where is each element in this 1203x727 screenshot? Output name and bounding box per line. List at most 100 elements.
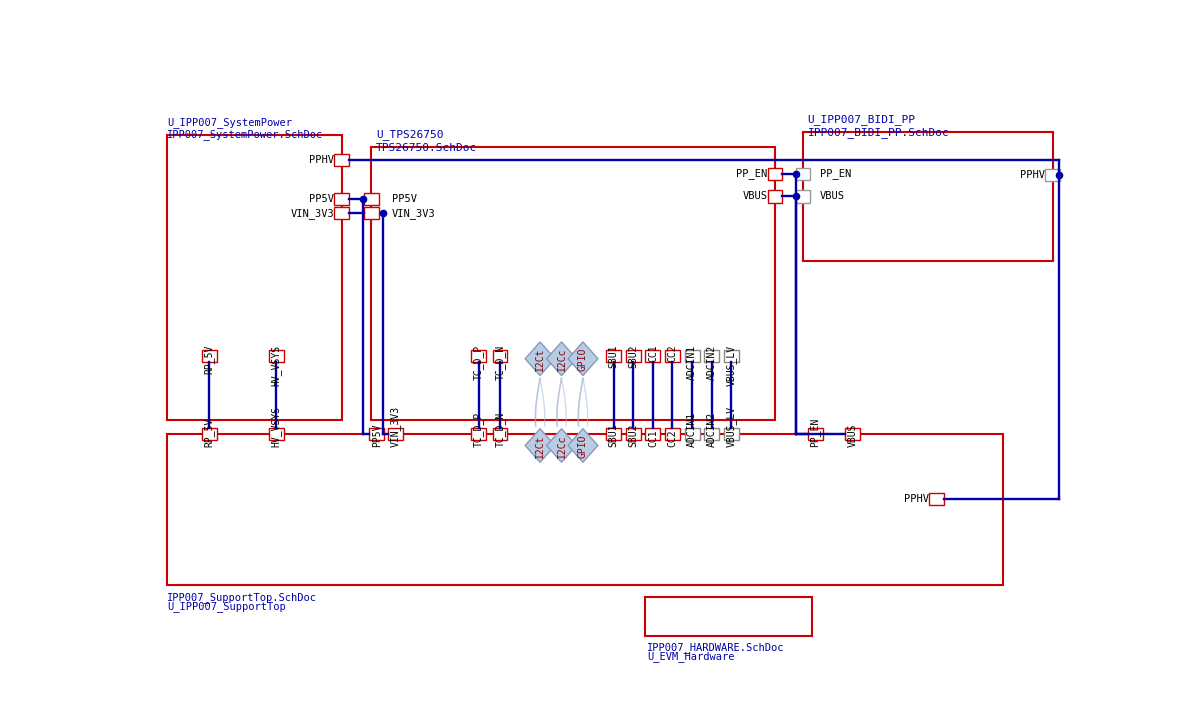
Text: VBUS: VBUS — [819, 191, 845, 201]
Bar — [606, 428, 621, 441]
Text: GPIO: GPIO — [577, 348, 588, 371]
Bar — [389, 428, 403, 441]
Text: ADCIN1: ADCIN1 — [687, 345, 697, 380]
Text: U_IPP007_SystemPower: U_IPP007_SystemPower — [167, 117, 292, 128]
Bar — [472, 350, 486, 362]
Text: TC_D_P: TC_D_P — [473, 411, 484, 446]
Bar — [1045, 169, 1060, 181]
Bar — [768, 190, 782, 203]
Text: CC1: CC1 — [648, 345, 658, 362]
Text: I2Cc: I2Cc — [557, 434, 567, 458]
Bar — [646, 350, 660, 362]
Bar — [363, 207, 379, 220]
Text: CC2: CC2 — [668, 429, 677, 446]
Text: TC_D_N: TC_D_N — [494, 345, 505, 380]
Text: PP_EN: PP_EN — [810, 417, 820, 446]
Text: TC_D_N: TC_D_N — [494, 411, 505, 446]
Bar — [167, 434, 1003, 585]
Text: IPP007_BIDI_PP.SchDoc: IPP007_BIDI_PP.SchDoc — [807, 126, 949, 137]
Bar — [372, 147, 775, 420]
Bar — [363, 193, 379, 205]
Text: CC1: CC1 — [648, 429, 658, 446]
Text: SBU1: SBU1 — [609, 423, 618, 446]
Text: IPP007_SystemPower.SchDoc: IPP007_SystemPower.SchDoc — [167, 129, 324, 140]
Text: IPP007_HARDWARE.SchDoc: IPP007_HARDWARE.SchDoc — [647, 643, 784, 654]
Bar — [472, 428, 486, 441]
Bar — [724, 350, 739, 362]
Text: PP_EN: PP_EN — [736, 169, 768, 180]
Text: VIN_3V3: VIN_3V3 — [390, 406, 401, 446]
Text: VIN_3V3: VIN_3V3 — [392, 208, 435, 219]
Bar — [606, 350, 621, 362]
Text: SBU2: SBU2 — [628, 423, 639, 446]
Text: SBU2: SBU2 — [628, 345, 639, 369]
Bar — [807, 428, 823, 441]
Bar — [268, 428, 284, 441]
Text: VBUS_LV: VBUS_LV — [725, 345, 736, 386]
Text: U_IPP007_SupportTop: U_IPP007_SupportTop — [167, 601, 286, 612]
Bar — [929, 492, 944, 505]
Bar — [795, 168, 811, 180]
Polygon shape — [546, 342, 576, 376]
Text: U_TPS26750: U_TPS26750 — [377, 129, 444, 140]
Bar — [645, 597, 812, 636]
Bar — [646, 428, 660, 441]
Text: PP5V: PP5V — [309, 194, 334, 204]
Text: CC2: CC2 — [668, 345, 677, 362]
Text: RP_5V: RP_5V — [203, 417, 214, 446]
Bar — [492, 350, 508, 362]
Bar — [704, 350, 719, 362]
Text: PPHV: PPHV — [1020, 170, 1045, 180]
Bar — [804, 132, 1053, 261]
Bar — [167, 134, 342, 420]
Text: PP_EN: PP_EN — [819, 169, 851, 180]
Bar — [768, 168, 782, 180]
Text: PP5V: PP5V — [372, 423, 381, 446]
Text: I2Ct: I2Ct — [535, 348, 545, 371]
Text: SBU1: SBU1 — [609, 345, 618, 369]
Text: VBUS: VBUS — [847, 423, 858, 446]
Polygon shape — [568, 429, 598, 462]
Text: HV_VSYS: HV_VSYS — [271, 406, 282, 446]
Text: RP_5V: RP_5V — [203, 345, 214, 374]
Bar — [795, 190, 811, 203]
Text: PPHV: PPHV — [903, 494, 929, 504]
Text: I2Cc: I2Cc — [557, 348, 567, 371]
Bar — [626, 428, 641, 441]
Bar — [202, 428, 217, 441]
Bar — [334, 207, 349, 220]
Bar — [685, 350, 699, 362]
Text: GPIO: GPIO — [577, 434, 588, 458]
Text: ADCIN2: ADCIN2 — [706, 411, 717, 446]
Polygon shape — [526, 342, 555, 376]
Text: TPS26750.SchDoc: TPS26750.SchDoc — [377, 142, 478, 153]
Text: ADCIN2: ADCIN2 — [706, 345, 717, 380]
Polygon shape — [568, 342, 598, 376]
Bar — [685, 428, 699, 441]
Text: PPHV: PPHV — [309, 155, 334, 165]
Bar — [665, 428, 680, 441]
Text: VIN_3V3: VIN_3V3 — [290, 208, 334, 219]
Bar — [334, 154, 349, 166]
Bar — [369, 428, 385, 441]
Bar — [724, 428, 739, 441]
Text: HV_VSYS: HV_VSYS — [271, 345, 282, 386]
Bar — [704, 428, 719, 441]
Bar — [626, 350, 641, 362]
Text: U_IPP007_BIDI_PP: U_IPP007_BIDI_PP — [807, 114, 915, 125]
Bar — [845, 428, 860, 441]
Bar — [492, 428, 508, 441]
Text: PP5V: PP5V — [392, 194, 417, 204]
Polygon shape — [546, 429, 576, 462]
Polygon shape — [526, 429, 555, 462]
Text: U_EVM_Hardware: U_EVM_Hardware — [647, 651, 735, 662]
Text: I2Ct: I2Ct — [535, 434, 545, 458]
Text: VBUS: VBUS — [742, 191, 768, 201]
Bar — [334, 193, 349, 205]
Text: IPP007_SupportTop.SchDoc: IPP007_SupportTop.SchDoc — [167, 593, 318, 603]
Text: VBUS_LV: VBUS_LV — [725, 406, 736, 446]
Bar — [268, 350, 284, 362]
Bar — [665, 350, 680, 362]
Text: ADCIN1: ADCIN1 — [687, 411, 697, 446]
Text: TC_D_P: TC_D_P — [473, 345, 484, 380]
